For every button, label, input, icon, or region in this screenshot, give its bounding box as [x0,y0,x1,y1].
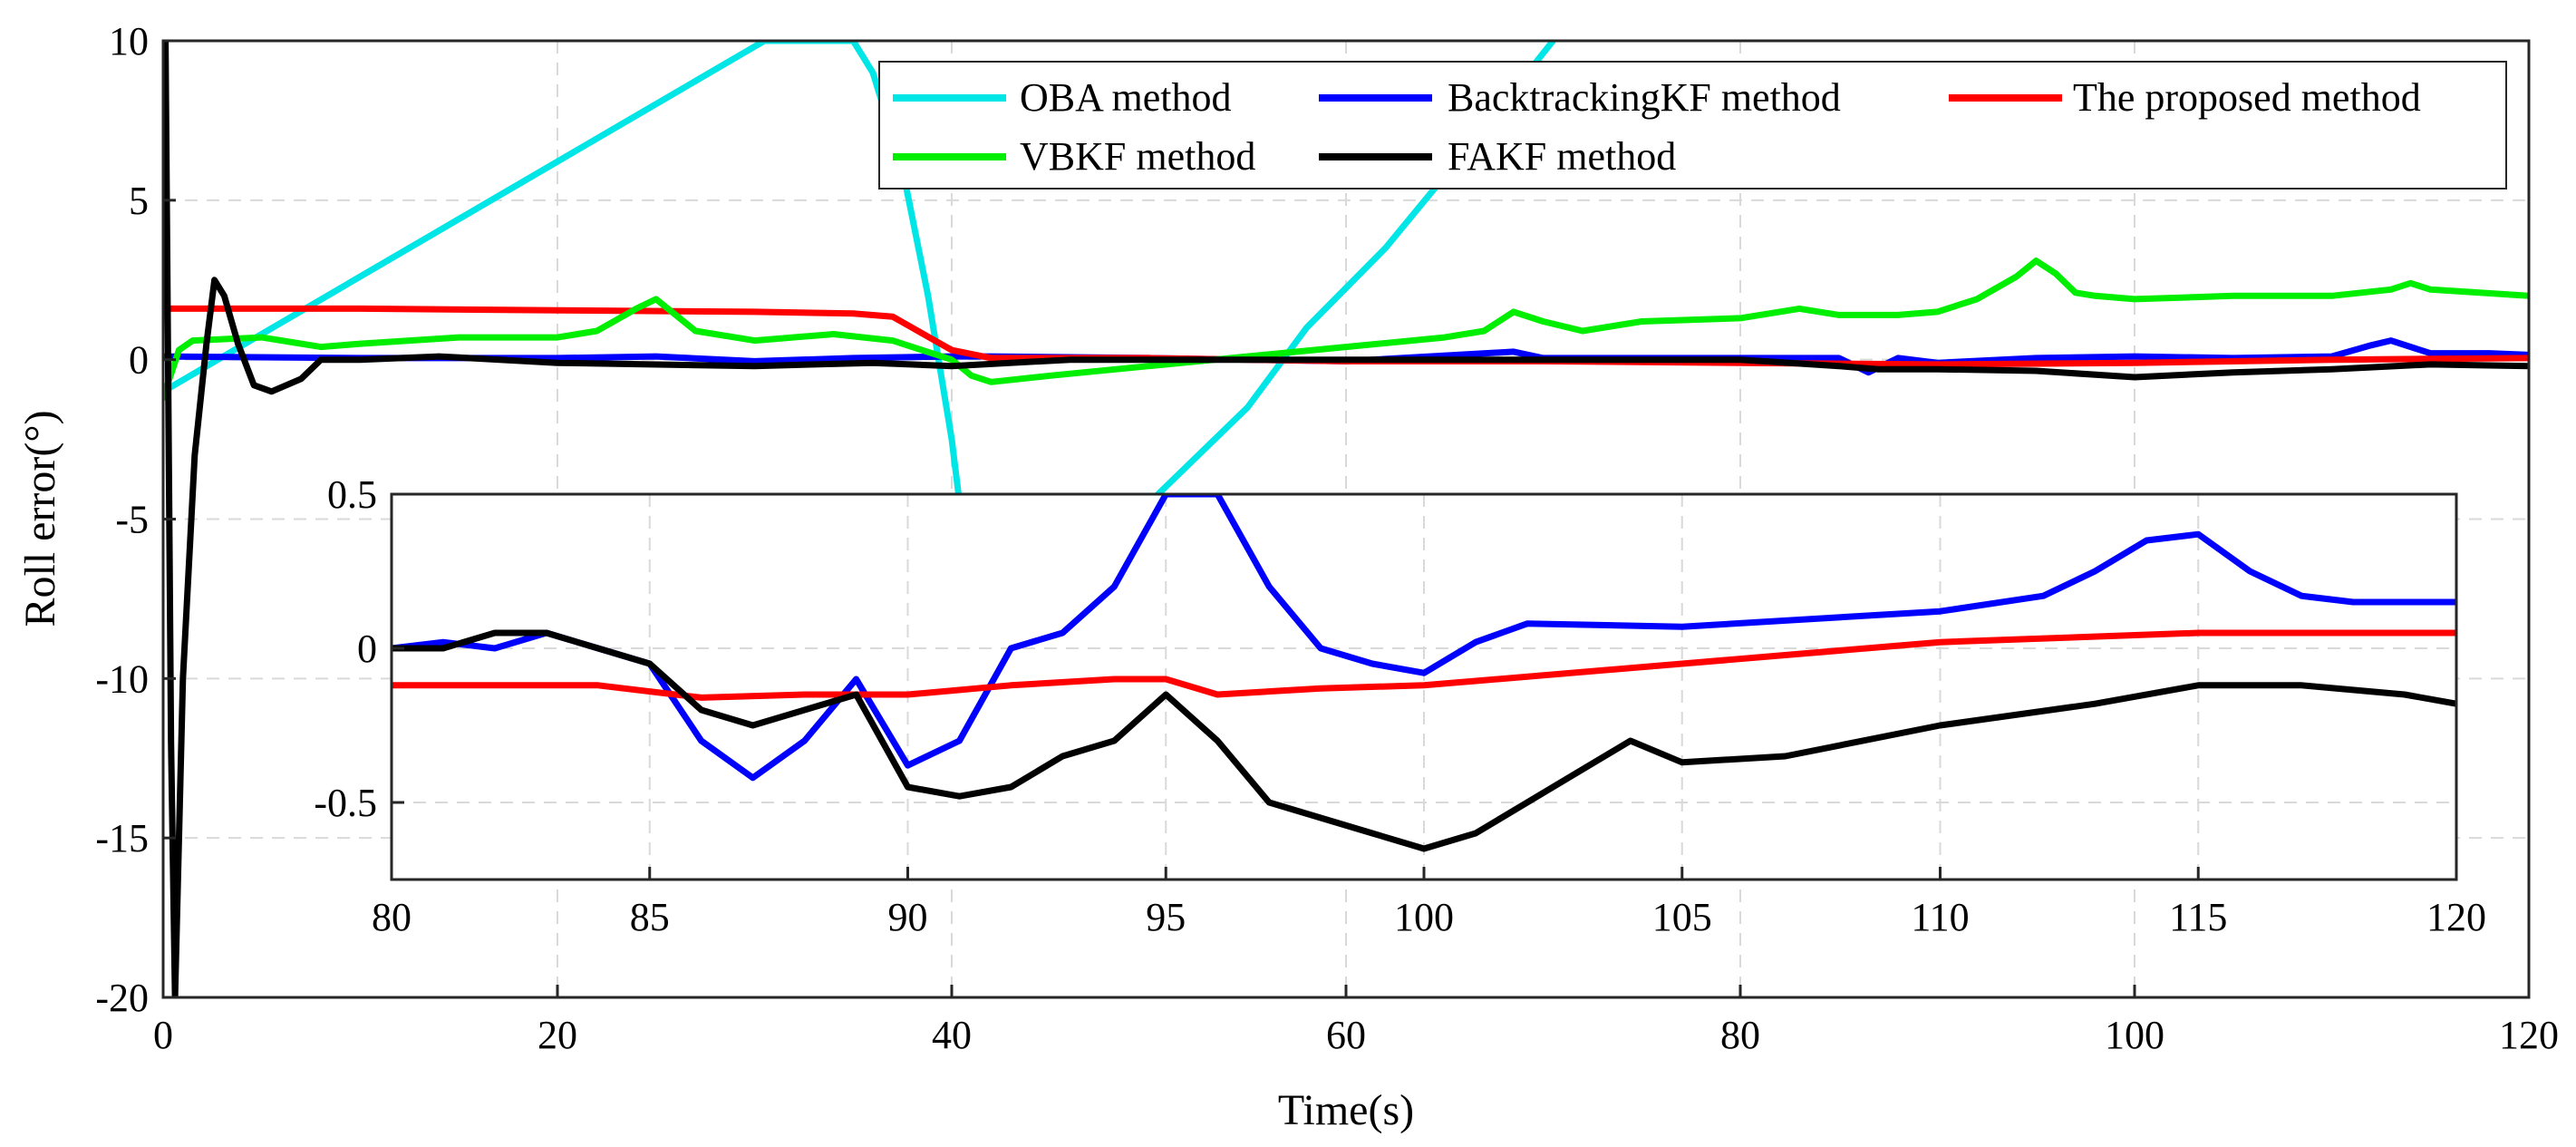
legend-label-oba: OBA method [1020,75,1231,120]
main-series-backtrackingkf-method [163,337,2529,376]
main-x-tick-label: 60 [1326,1013,1366,1057]
inset-series-the-proposed-method [392,629,2456,701]
inset-x-tick-label: 115 [2169,895,2227,939]
legend-label-backtracking-kf: BacktrackingKF method [1448,75,1841,120]
inset-plot-area: 80 85 90 95 100 105 110 115 120 0.5 0 -0.5 [314,472,2486,939]
inset-series-backtrackingkf-method [392,494,2456,782]
inset-y-tick-label: 0.5 [327,472,377,517]
main-x-tick-label: 120 [2499,1013,2559,1057]
legend: OBA method BacktrackingKF method The pro… [878,61,2507,190]
main-y-tick-label: 0 [129,338,149,383]
inset-x-tick-label: 80 [372,895,412,939]
inset-y-tick-label: -0.5 [314,781,377,825]
main-y-tick-label: 10 [109,19,149,63]
x-axis-title: Time(s) [1278,1086,1414,1134]
inset-x-tick-label: 85 [630,895,670,939]
main-series-layer [163,41,2529,997]
main-y-tick-label: 5 [129,179,149,223]
main-series-fakf-method [163,41,2529,997]
main-y-tick-label: -10 [95,656,149,701]
legend-label-fakf: FAKF method [1448,134,1676,179]
inset-series-layer [392,494,2456,852]
main-x-tick-label: 100 [2105,1013,2164,1057]
legend-box [878,61,2507,190]
legend-label-proposed: The proposed method [2073,75,2421,120]
inset-x-tick-label: 95 [1146,895,1186,939]
inset-x-tick-label: 90 [888,895,928,939]
inset-grid [392,494,2456,880]
inset-x-tick-label: 120 [2426,895,2486,939]
inset-x-tick-label: 105 [1652,895,1712,939]
inset-tick-labels: 80 85 90 95 100 105 110 115 120 0.5 0 -0.5 [314,472,2486,939]
inset-y-tick-label: 0 [357,627,377,671]
main-x-tick-label: 20 [537,1013,577,1057]
main-series-vbkf-method [163,258,2529,402]
main-y-tick-label: -5 [115,498,149,542]
main-series-the-proposed-method [163,305,2529,368]
inset-x-tick-label: 100 [1394,895,1454,939]
main-x-tick-label: 40 [932,1013,972,1057]
inset-x-tick-label: 110 [1911,895,1969,939]
main-y-tick-label: -20 [95,976,149,1020]
legend-label-vbkf: VBKF method [1020,134,1255,179]
main-y-tick-label: -15 [95,816,149,860]
inset-series-fakf-method [392,629,2456,852]
y-axis-title: Roll error(°) [16,410,64,627]
main-x-tick-label: 0 [153,1013,173,1057]
main-x-tick-label: 80 [1720,1013,1760,1057]
